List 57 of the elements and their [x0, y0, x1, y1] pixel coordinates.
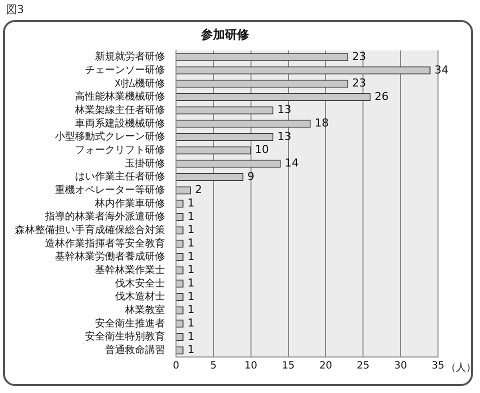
y-tick-label: 重機オペレーター等研修: [55, 184, 165, 196]
data-label: 1: [187, 210, 194, 223]
data-label: 1: [187, 343, 194, 356]
data-label: 23: [352, 76, 366, 90]
data-label: 10: [254, 143, 269, 156]
data-label: 1: [187, 250, 194, 263]
y-tick-label: 基幹林業作業士: [95, 264, 165, 276]
y-tick-label: 普通救命講習: [105, 344, 165, 356]
x-tick-label: 30: [394, 360, 407, 372]
y-tick-label: 林業架線主任者研修: [74, 104, 165, 116]
caption: 図3: [6, 2, 24, 17]
x-tick-label: 0: [172, 360, 180, 372]
y-tick-label: 新規就労者研修: [95, 50, 165, 63]
data-label: 26: [374, 90, 389, 103]
x-tick-label: 35: [432, 360, 444, 372]
data-label: 1: [187, 276, 194, 290]
data-label: 1: [187, 330, 194, 343]
x-tick-label: 25: [356, 360, 370, 372]
data-label: 1: [187, 263, 194, 276]
data-label: 9: [247, 170, 254, 183]
data-label: 1: [187, 223, 194, 236]
y-tick-label: フォークリフト研修: [75, 144, 165, 156]
data-label: 2: [194, 183, 202, 196]
y-tick-label: 車両系建設機械研修: [75, 117, 165, 130]
data-label: 13: [277, 130, 292, 143]
x-axis-title: （人）: [446, 362, 476, 374]
y-tick-label: 伐木造材士: [115, 290, 165, 303]
y-tick-label: 刈払機研修: [114, 77, 165, 90]
data-label: 1: [187, 236, 194, 250]
y-tick-label: 玉掛研修: [125, 157, 165, 170]
data-label: 1: [187, 196, 194, 210]
y-tick-label: はい作業主任者研修: [75, 170, 165, 183]
y-tick-label: 指導的林業者海外派遣研修: [44, 210, 165, 223]
y-tick-label: 小型移動式クレーン研修: [55, 130, 165, 143]
y-tick-label: 高性能林業機械研修: [75, 90, 165, 103]
y-tick-label: 安全衛生特別教育: [85, 330, 165, 343]
chart-title: 参加研修: [200, 27, 250, 42]
data-label: 13: [277, 103, 292, 116]
y-tick-label: 伐木安全士: [115, 277, 165, 290]
x-tick-label: 10: [244, 360, 258, 372]
data-label: 18: [314, 116, 329, 130]
x-tick-label: 5: [210, 360, 217, 372]
y-tick-label: チェーンソー研修: [85, 64, 165, 76]
data-label: 34: [434, 63, 449, 76]
y-tick-label: 安全衛生推進者: [95, 317, 165, 330]
y-tick-label: 基幹林業労働者養成研修: [55, 250, 165, 263]
data-label: 14: [284, 156, 299, 170]
data-label: 1: [187, 316, 194, 330]
data-label: 1: [187, 290, 194, 303]
y-tick-label: 林内作業車研修: [94, 197, 165, 210]
x-tick-label: 20: [319, 360, 332, 372]
y-tick-label: 林業教室: [124, 304, 165, 316]
y-tick-label: 造林作業指揮者等安全教育: [45, 237, 165, 250]
y-tick-label: 森林整備担い手育成確保総合対策: [15, 224, 165, 236]
data-label: 23: [352, 50, 366, 63]
data-label: 1: [187, 303, 194, 316]
x-tick-label: 15: [282, 360, 295, 372]
